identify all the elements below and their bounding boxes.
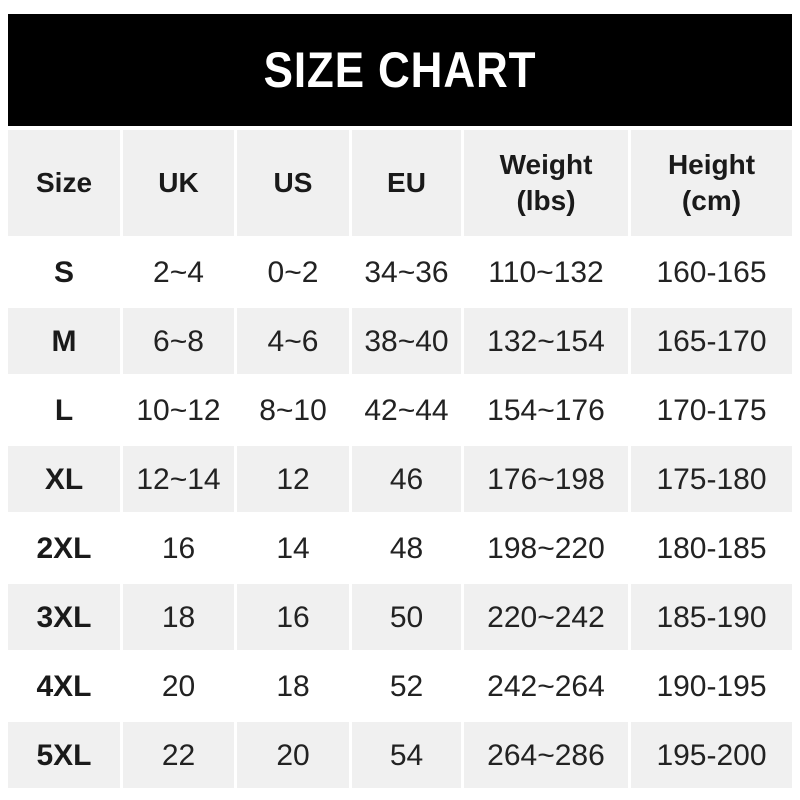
cell-3xl-us: 16 (237, 584, 349, 650)
cell-5xl-us: 20 (237, 722, 349, 788)
cell-l-eu: 42~44 (352, 377, 461, 443)
cell-xl-weight: 176~198 (464, 446, 628, 512)
cell-l-us: 8~10 (237, 377, 349, 443)
cell-2xl-us: 14 (237, 515, 349, 581)
cell-3xl-weight: 220~242 (464, 584, 628, 650)
row-label-5xl: 5XL (8, 722, 120, 788)
header-cell-us: US (237, 130, 349, 236)
cell-s-eu: 34~36 (352, 239, 461, 305)
row-label-2xl: 2XL (8, 515, 120, 581)
row-label-xl: XL (8, 446, 120, 512)
row-label-s: S (8, 239, 120, 305)
cell-xl-eu: 46 (352, 446, 461, 512)
cell-l-uk: 10~12 (123, 377, 234, 443)
cell-4xl-height: 190-195 (631, 653, 792, 719)
cell-s-weight: 110~132 (464, 239, 628, 305)
row-label-4xl: 4XL (8, 653, 120, 719)
cell-xl-height: 175-180 (631, 446, 792, 512)
cell-4xl-uk: 20 (123, 653, 234, 719)
cell-5xl-weight: 264~286 (464, 722, 628, 788)
cell-l-height: 170-175 (631, 377, 792, 443)
header-cell-size: Size (8, 130, 120, 236)
cell-xl-us: 12 (237, 446, 349, 512)
header-cell-height: Height (cm) (631, 130, 792, 236)
banner: SIZE CHART (8, 14, 792, 126)
cell-l-weight: 154~176 (464, 377, 628, 443)
row-label-l: L (8, 377, 120, 443)
header-cell-weight: Weight (lbs) (464, 130, 628, 236)
cell-4xl-eu: 52 (352, 653, 461, 719)
cell-s-us: 0~2 (237, 239, 349, 305)
cell-s-uk: 2~4 (123, 239, 234, 305)
header-cell-uk: UK (123, 130, 234, 236)
cell-m-eu: 38~40 (352, 308, 461, 374)
cell-4xl-us: 18 (237, 653, 349, 719)
cell-2xl-uk: 16 (123, 515, 234, 581)
row-label-m: M (8, 308, 120, 374)
cell-xl-uk: 12~14 (123, 446, 234, 512)
size-chart-table: Size UK US EU Weight (lbs) Height (cm) S 2~4 0~2… (8, 130, 792, 788)
cell-3xl-uk: 18 (123, 584, 234, 650)
cell-3xl-eu: 50 (352, 584, 461, 650)
cell-4xl-weight: 242~264 (464, 653, 628, 719)
cell-m-height: 165-170 (631, 308, 792, 374)
cell-m-weight: 132~154 (464, 308, 628, 374)
header-cell-eu: EU (352, 130, 461, 236)
cell-m-us: 4~6 (237, 308, 349, 374)
cell-3xl-height: 185-190 (631, 584, 792, 650)
cell-2xl-height: 180-185 (631, 515, 792, 581)
cell-2xl-weight: 198~220 (464, 515, 628, 581)
cell-s-height: 160-165 (631, 239, 792, 305)
cell-2xl-eu: 48 (352, 515, 461, 581)
cell-5xl-eu: 54 (352, 722, 461, 788)
page-title: SIZE CHART (263, 42, 537, 98)
cell-5xl-height: 195-200 (631, 722, 792, 788)
cell-5xl-uk: 22 (123, 722, 234, 788)
cell-m-uk: 6~8 (123, 308, 234, 374)
row-label-3xl: 3XL (8, 584, 120, 650)
